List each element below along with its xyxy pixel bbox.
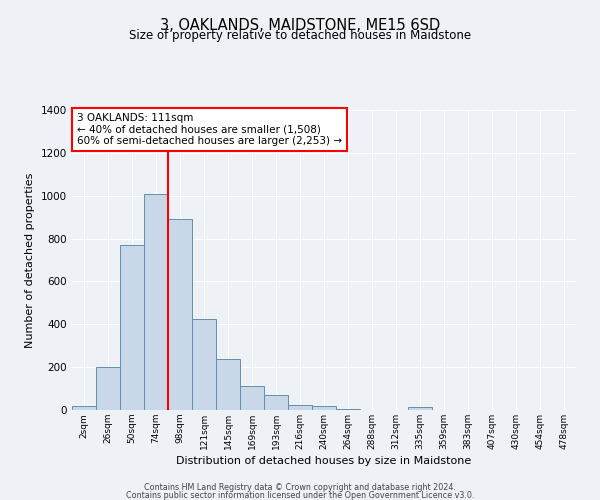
Text: 3, OAKLANDS, MAIDSTONE, ME15 6SD: 3, OAKLANDS, MAIDSTONE, ME15 6SD [160,18,440,32]
Bar [408,407,432,410]
Bar [264,395,288,410]
X-axis label: Distribution of detached houses by size in Maidstone: Distribution of detached houses by size … [176,456,472,466]
Bar [216,358,240,410]
Bar [96,367,120,410]
Bar [144,194,168,410]
Y-axis label: Number of detached properties: Number of detached properties [25,172,35,348]
Text: Contains HM Land Registry data © Crown copyright and database right 2024.: Contains HM Land Registry data © Crown c… [144,482,456,492]
Bar [336,409,360,410]
Text: Size of property relative to detached houses in Maidstone: Size of property relative to detached ho… [129,29,471,42]
Bar [72,406,96,410]
Bar [240,386,264,410]
Text: Contains public sector information licensed under the Open Government Licence v3: Contains public sector information licen… [126,491,474,500]
Bar [288,404,312,410]
Bar [120,245,144,410]
Bar [312,406,336,410]
Bar [168,220,192,410]
Bar [192,319,216,410]
Text: 3 OAKLANDS: 111sqm
← 40% of detached houses are smaller (1,508)
60% of semi-deta: 3 OAKLANDS: 111sqm ← 40% of detached hou… [77,113,342,146]
